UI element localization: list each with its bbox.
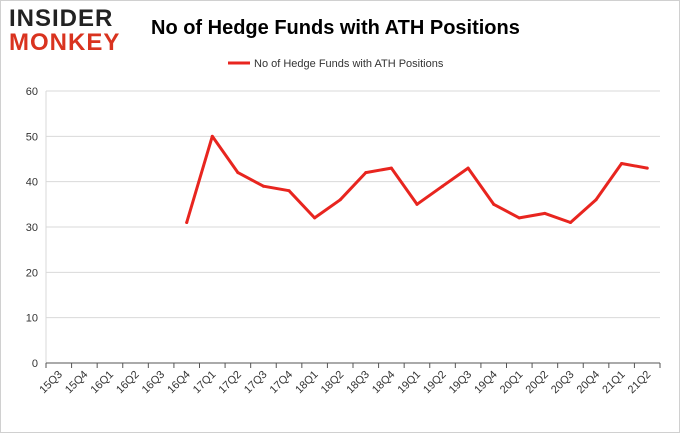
x-tick-label-17Q3: 17Q3 — [242, 369, 270, 397]
data-point-17Q2 — [236, 171, 240, 175]
chart-title: No of Hedge Funds with ATH Positions — [151, 17, 520, 39]
x-tick-label-20Q2: 20Q2 — [523, 369, 551, 397]
series-line-0 — [185, 134, 649, 224]
y-axis: 0 10 20 30 40 50 60 — [26, 86, 38, 370]
x-tick-label-17Q1: 17Q1 — [191, 369, 219, 397]
x-tick-label-16Q3: 16Q3 — [140, 369, 168, 397]
data-point-20Q4 — [594, 198, 598, 202]
x-tick-label-17Q2: 17Q2 — [216, 369, 244, 397]
series-layer — [185, 134, 649, 224]
x-tick-label-19Q2: 19Q2 — [421, 369, 449, 397]
data-point-18Q2 — [338, 198, 342, 202]
data-point-16Q4 — [185, 220, 189, 224]
data-point-17Q4 — [287, 189, 291, 193]
data-point-17Q3 — [261, 184, 265, 188]
x-tick-label-16Q1: 16Q1 — [89, 369, 117, 397]
logo-word-monkey: MONKEY — [9, 29, 121, 56]
data-point-18Q1 — [313, 216, 317, 220]
x-tick-label-15Q4: 15Q4 — [63, 369, 91, 397]
y-tick-label-10: 10 — [26, 313, 38, 325]
legend: No of Hedge Funds with ATH Positions — [228, 58, 444, 70]
logo-word-insider: INSIDER — [9, 5, 114, 32]
x-tick-label-20Q1: 20Q1 — [498, 369, 526, 397]
x-tick-label-18Q1: 18Q1 — [293, 369, 321, 397]
y-tick-label-50: 50 — [26, 131, 38, 143]
y-tick-label-20: 20 — [26, 267, 38, 279]
x-tick-label-18Q4: 18Q4 — [370, 369, 398, 397]
x-tick-label-19Q1: 19Q1 — [396, 369, 424, 397]
x-tick-label-16Q2: 16Q2 — [114, 369, 142, 397]
x-tick-label-19Q3: 19Q3 — [447, 369, 475, 397]
x-tick-label-19Q4: 19Q4 — [472, 369, 500, 397]
data-point-21Q2 — [645, 166, 649, 170]
x-tick-label-17Q4: 17Q4 — [268, 369, 296, 397]
data-point-19Q3 — [466, 166, 470, 170]
data-point-20Q3 — [568, 220, 572, 224]
y-tick-label-60: 60 — [26, 86, 38, 98]
x-tick-label-20Q3: 20Q3 — [549, 369, 577, 397]
legend-label: No of Hedge Funds with ATH Positions — [254, 58, 444, 70]
data-point-18Q3 — [364, 171, 368, 175]
x-tick-label-15Q3: 15Q3 — [37, 369, 65, 397]
x-tick-label-21Q1: 21Q1 — [600, 369, 628, 397]
insider-monkey-logo: INSIDER MONKEY — [9, 7, 129, 57]
data-point-19Q1 — [415, 202, 419, 206]
gridlines — [45, 90, 660, 364]
x-tick-label-18Q2: 18Q2 — [319, 369, 347, 397]
data-point-17Q1 — [210, 134, 214, 138]
x-axis: 15Q315Q416Q116Q216Q316Q417Q117Q217Q317Q4… — [37, 362, 661, 397]
x-tick-label-20Q4: 20Q4 — [575, 369, 603, 397]
data-point-19Q4 — [492, 202, 496, 206]
y-tick-label-0: 0 — [32, 358, 38, 370]
data-point-21Q1 — [620, 162, 624, 166]
data-point-19Q2 — [441, 184, 445, 188]
x-tick-label-16Q4: 16Q4 — [165, 369, 193, 397]
x-tick-label-21Q2: 21Q2 — [626, 369, 654, 397]
data-point-20Q1 — [517, 216, 521, 220]
data-point-20Q2 — [543, 211, 547, 215]
y-tick-label-30: 30 — [26, 222, 38, 234]
y-tick-label-40: 40 — [26, 177, 38, 189]
data-point-18Q4 — [389, 166, 393, 170]
x-tick-label-18Q3: 18Q3 — [344, 369, 372, 397]
